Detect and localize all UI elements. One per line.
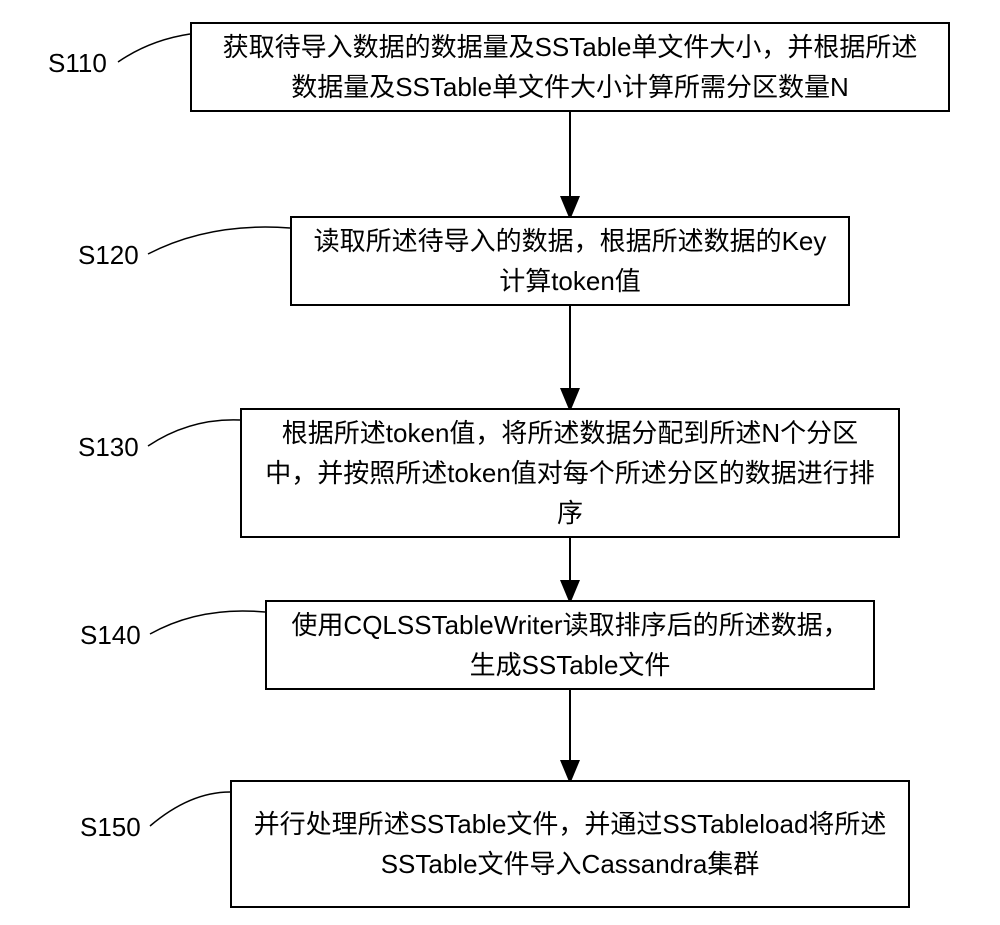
step-label-S130: S130 [78, 432, 139, 463]
flow-node-text: 并行处理所述SSTable文件，并通过SSTableload将所述SSTable… [250, 804, 890, 885]
flow-node-text: 根据所述token值，将所述数据分配到所述N个分区中，并按照所述token值对每… [260, 413, 880, 534]
flow-node-n5: 并行处理所述SSTable文件，并通过SSTableload将所述SSTable… [230, 780, 910, 908]
label-connector-S140 [150, 611, 265, 634]
flow-node-text: 读取所述待导入的数据，根据所述数据的Key计算token值 [310, 221, 830, 302]
label-connector-S110 [118, 34, 190, 62]
flow-node-n4: 使用CQLSSTableWriter读取排序后的所述数据，生成SSTable文件 [265, 600, 875, 690]
step-label-S110: S110 [48, 48, 107, 79]
label-connector-S130 [148, 420, 240, 446]
step-label-S150: S150 [80, 812, 141, 843]
flow-node-n3: 根据所述token值，将所述数据分配到所述N个分区中，并按照所述token值对每… [240, 408, 900, 538]
flow-node-n2: 读取所述待导入的数据，根据所述数据的Key计算token值 [290, 216, 850, 306]
label-connector-S120 [148, 227, 290, 254]
label-connector-S150 [150, 792, 230, 826]
flow-node-text: 获取待导入数据的数据量及SSTable单文件大小，并根据所述数据量及SSTabl… [210, 27, 930, 108]
step-label-S120: S120 [78, 240, 139, 271]
flowchart-canvas: 获取待导入数据的数据量及SSTable单文件大小，并根据所述数据量及SSTabl… [0, 0, 1000, 925]
flow-node-text: 使用CQLSSTableWriter读取排序后的所述数据，生成SSTable文件 [285, 605, 855, 686]
step-label-S140: S140 [80, 620, 141, 651]
flow-node-n1: 获取待导入数据的数据量及SSTable单文件大小，并根据所述数据量及SSTabl… [190, 22, 950, 112]
